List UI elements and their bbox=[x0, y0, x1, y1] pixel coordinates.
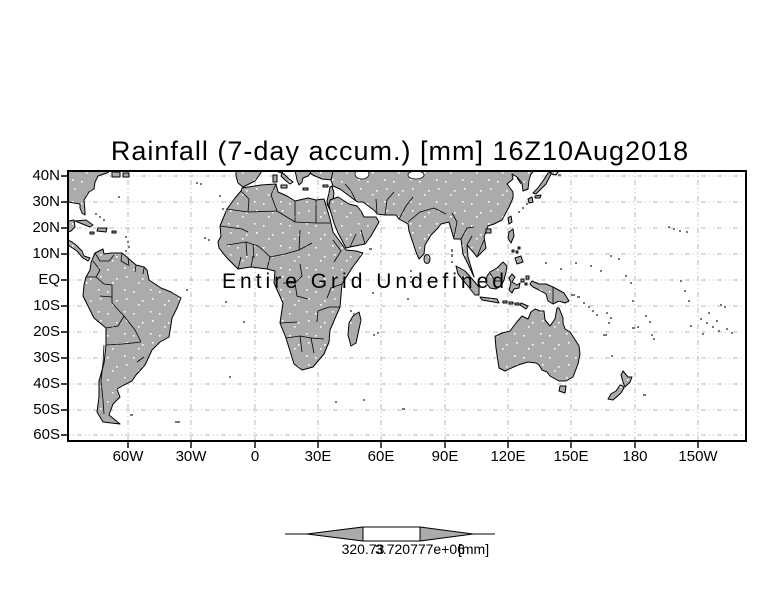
landmass-africa bbox=[217, 183, 364, 371]
lat-label-30n: 30N bbox=[32, 193, 60, 210]
map-frame bbox=[61, 170, 747, 448]
landmass-asia bbox=[326, 172, 534, 278]
lat-label-eq: EQ bbox=[38, 271, 60, 288]
lat-label-30s: 30S bbox=[33, 349, 60, 366]
country-borders bbox=[86, 177, 554, 415]
lon-label-30w: 30W bbox=[175, 448, 207, 465]
landmass-east-asia-islands bbox=[485, 172, 559, 234]
undefined-grid-message: Entire Grid Undefined bbox=[222, 270, 508, 293]
lat-label-20n: 20N bbox=[32, 219, 60, 236]
colorbar bbox=[285, 526, 495, 542]
lon-label-60e: 60E bbox=[367, 448, 395, 465]
colorbar-right-arrow bbox=[419, 526, 474, 542]
lon-label-120e: 120E bbox=[490, 448, 526, 465]
lat-label-50s: 50S bbox=[33, 401, 60, 418]
colorbar-box bbox=[362, 526, 421, 542]
lon-label-180: 180 bbox=[622, 448, 648, 465]
lat-label-20s: 20S bbox=[33, 323, 60, 340]
lat-label-10n: 10N bbox=[32, 245, 60, 262]
colorbar-max-label: 3.720777e+06 bbox=[375, 541, 465, 557]
lon-label-150w: 150W bbox=[678, 448, 718, 465]
plot-title: Rainfall (7-day accum.) [mm] 16Z10Aug201… bbox=[110, 136, 690, 166]
landmass-maritime-sea bbox=[455, 228, 570, 310]
landmass-south-america bbox=[82, 248, 182, 425]
lon-label-150e: 150E bbox=[553, 448, 589, 465]
lon-label-0: 0 bbox=[250, 448, 260, 465]
lon-label-60w: 60W bbox=[112, 448, 144, 465]
lat-label-60s: 60S bbox=[33, 426, 60, 443]
colorbar-min-label: 320.73 bbox=[341, 541, 385, 557]
lat-label-40s: 40S bbox=[33, 375, 60, 392]
colorbar-unit-label: [mm] bbox=[458, 541, 490, 557]
lat-label-10s: 10S bbox=[33, 297, 60, 314]
lon-label-90e: 90E bbox=[431, 448, 459, 465]
landmass-north-america bbox=[69, 172, 130, 262]
inland-water bbox=[354, 172, 425, 180]
landmass-australia-nz bbox=[494, 307, 633, 401]
colorbar-left-arrow bbox=[306, 526, 364, 542]
lon-label-30e: 30E bbox=[304, 448, 332, 465]
lat-label-40n: 40N bbox=[32, 167, 60, 184]
